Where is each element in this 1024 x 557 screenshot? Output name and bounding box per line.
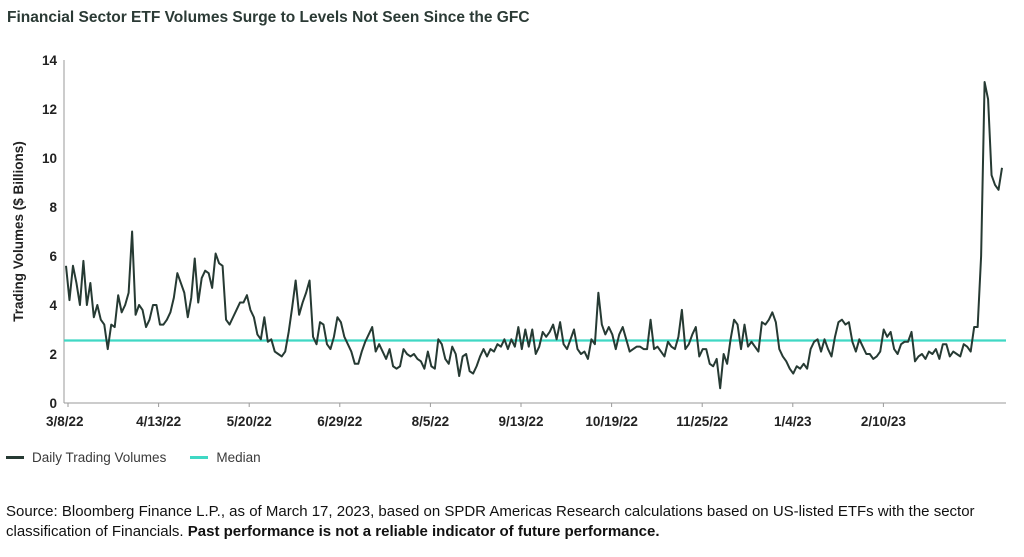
x-tick-label: 9/13/22 — [498, 414, 543, 429]
chart-title: Financial Sector ETF Volumes Surge to Le… — [7, 9, 530, 26]
y-tick-label: 6 — [49, 249, 57, 264]
legend-label-median: Median — [216, 450, 261, 465]
x-axis: 3/8/22 4/13/22 5/20/22 6/29/22 8/5/22 9/13/22… — [46, 402, 1006, 429]
x-tick-label: 3/8/22 — [46, 414, 84, 429]
y-tick-label: 12 — [42, 102, 57, 117]
x-tick-label: 1/4/23 — [774, 414, 812, 429]
legend: Daily Trading Volumes Median — [6, 450, 285, 465]
legend-item-median: Median — [190, 450, 261, 465]
x-tick-label: 5/20/22 — [227, 414, 272, 429]
legend-label-series: Daily Trading Volumes — [32, 450, 167, 465]
legend-swatch-median — [190, 456, 209, 459]
x-tick-label: 2/10/23 — [861, 414, 907, 429]
x-tick-label: 10/19/22 — [585, 414, 638, 429]
y-tick-label: 4 — [49, 298, 57, 313]
x-tick-label: 11/25/22 — [676, 414, 728, 429]
source-disclaimer: Past performance is not a reliable indic… — [187, 522, 660, 540]
series-line-daily-trading-volumes — [65, 81, 1003, 390]
y-axis-label: Trading Volumes ($ Billions) — [11, 141, 26, 322]
legend-item-series: Daily Trading Volumes — [6, 450, 166, 465]
y-tick-label: 14 — [42, 53, 58, 68]
y-axis: 0 2 4 6 8 10 12 14 — [42, 53, 65, 411]
source-note: Source: Bloomberg Finance L.P., as of Ma… — [6, 502, 1011, 557]
y-tick-label: 0 — [49, 396, 57, 411]
legend-swatch-series — [6, 456, 24, 459]
x-tick-label: 6/29/22 — [317, 414, 362, 429]
y-tick-label: 10 — [42, 151, 57, 166]
x-tick-label: 8/5/22 — [412, 414, 450, 429]
y-tick-label: 2 — [49, 347, 57, 362]
y-tick-label: 8 — [49, 200, 57, 215]
source-text: Source: Bloomberg Finance L.P., as of Ma… — [6, 503, 975, 540]
x-tick-label: 4/13/22 — [136, 414, 181, 429]
line-chart: 0 2 4 6 8 10 12 14 3/8/22 4/13/22 5/20/22 6/29/22 8… — [11, 53, 1006, 429]
